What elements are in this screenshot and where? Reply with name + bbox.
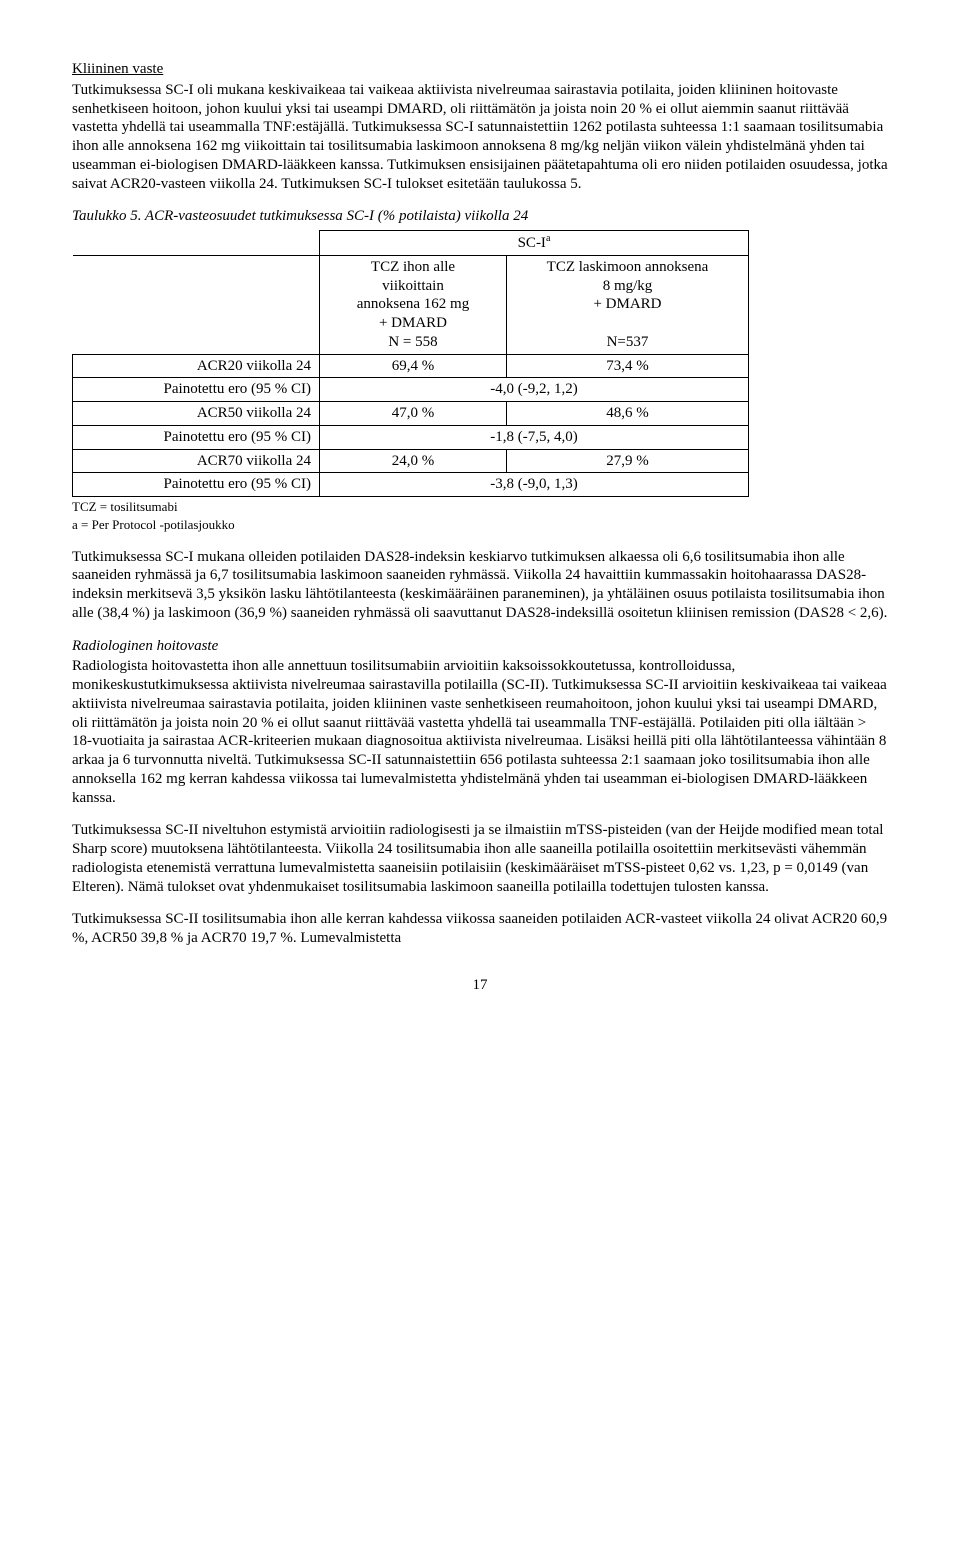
row-span: -4,0 (-9,2, 1,2)	[320, 378, 749, 402]
table-row: ACR50 viikolla 24 47,0 % 48,6 %	[73, 402, 749, 426]
table-row: Painotettu ero (95 % CI) -3,8 (-9,0, 1,3…	[73, 473, 749, 497]
table-row: TCZ ihon alle viikoittain annoksena 162 …	[73, 255, 749, 354]
header-top: SC-I	[518, 235, 546, 251]
table-row: ACR70 viikolla 24 24,0 % 27,9 %	[73, 449, 749, 473]
row-label: ACR20 viikolla 24	[73, 354, 320, 378]
section1-heading: Kliininen vaste	[72, 60, 888, 79]
row-span: -1,8 (-7,5, 4,0)	[320, 425, 749, 449]
acr-table: SC-Ia TCZ ihon alle viikoittain annoksen…	[72, 230, 749, 497]
col1-l5: N = 558	[388, 334, 437, 350]
para3: Tutkimuksessa SC-II niveltuhon estymistä…	[72, 821, 888, 896]
para2: Tutkimuksessa SC-I mukana olleiden potil…	[72, 548, 888, 623]
col1-l1: TCZ ihon alle	[371, 259, 455, 275]
section1-para: Tutkimuksessa SC-I oli mukana keskivaike…	[72, 81, 888, 194]
row-label: ACR70 viikolla 24	[73, 449, 320, 473]
row-v1: 47,0 %	[320, 402, 507, 426]
row-v2: 73,4 %	[507, 354, 749, 378]
table-caption: Taulukko 5. ACR-vasteosuudet tutkimukses…	[72, 207, 888, 226]
row-span: -3,8 (-9,0, 1,3)	[320, 473, 749, 497]
row-label: Painotettu ero (95 % CI)	[73, 425, 320, 449]
table-note2: a = Per Protocol -potilasjoukko	[72, 517, 888, 533]
table-row: Painotettu ero (95 % CI) -1,8 (-7,5, 4,0…	[73, 425, 749, 449]
row-v2: 27,9 %	[507, 449, 749, 473]
col1-l2: viikoittain	[382, 278, 444, 294]
col1-l3: annoksena 162 mg	[357, 296, 469, 312]
row-label: Painotettu ero (95 % CI)	[73, 473, 320, 497]
col1-l4: + DMARD	[379, 315, 447, 331]
col2-l2: 8 mg/kg	[603, 278, 653, 294]
row-label: Painotettu ero (95 % CI)	[73, 378, 320, 402]
section2-heading: Radiologinen hoitovaste	[72, 637, 888, 656]
table-row: Painotettu ero (95 % CI) -4,0 (-9,2, 1,2…	[73, 378, 749, 402]
row-v1: 69,4 %	[320, 354, 507, 378]
section2-para: Radiologista hoitovastetta ihon alle ann…	[72, 657, 888, 807]
col2-l1: TCZ laskimoon annoksena	[547, 259, 709, 275]
row-label: ACR50 viikolla 24	[73, 402, 320, 426]
col2-l5: N=537	[607, 334, 649, 350]
row-v1: 24,0 %	[320, 449, 507, 473]
page-number: 17	[72, 976, 888, 995]
row-v2: 48,6 %	[507, 402, 749, 426]
col2-l3: + DMARD	[593, 296, 661, 312]
para4: Tutkimuksessa SC-II tosilitsumabia ihon …	[72, 910, 888, 948]
table-row: ACR20 viikolla 24 69,4 % 73,4 %	[73, 354, 749, 378]
table-note1: TCZ = tosilitsumabi	[72, 499, 888, 515]
table-row: SC-Ia	[73, 231, 749, 256]
